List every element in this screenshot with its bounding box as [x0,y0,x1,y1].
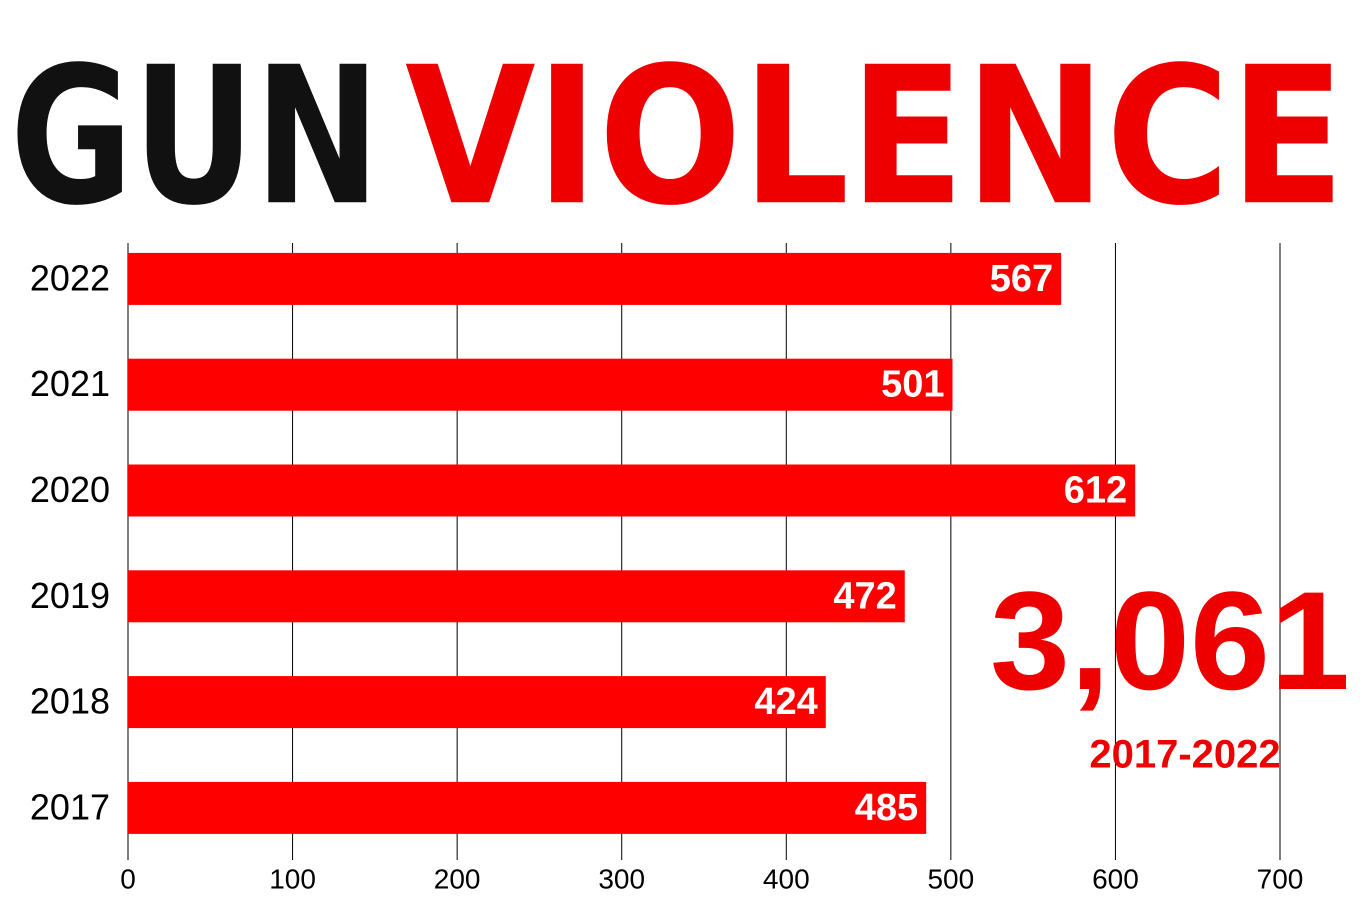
y-tick-label: 2017 [30,786,110,827]
chart-title: GUN [10,26,380,247]
y-tick-label: 2019 [30,575,110,616]
x-tick-label: 200 [434,863,481,894]
value-label: 567 [990,258,1053,300]
value-label: 485 [855,787,918,829]
x-tick-label: 0 [120,863,136,894]
bar [128,252,1062,305]
x-tick-label: 100 [269,863,316,894]
y-tick-label: 2021 [30,363,110,404]
period-annotation: 2017-2022 [1089,733,1280,777]
bar [128,570,905,623]
x-tick-label: 300 [598,863,645,894]
bar [128,676,826,729]
x-tick-label: 500 [927,863,974,894]
bar [128,358,953,411]
x-tick-label: 700 [1257,863,1304,894]
x-tick-label: 600 [1092,863,1139,894]
chart-title: VIOLENCE [405,26,1345,247]
y-tick-label: 2020 [30,469,110,510]
total-annotation: 3,061 [990,562,1350,719]
y-tick-label: 2018 [30,681,110,722]
bar [128,464,1136,517]
plot: 0 100 200 300 400 500 600 700 2022 567 2021 501 2020… [30,243,1303,894]
bar [128,781,927,834]
value-label: 501 [881,364,944,406]
value-label: 424 [754,681,817,723]
value-label: 612 [1064,470,1127,512]
y-tick-label: 2022 [30,257,110,298]
value-label: 472 [833,575,896,617]
x-tick-label: 400 [763,863,810,894]
